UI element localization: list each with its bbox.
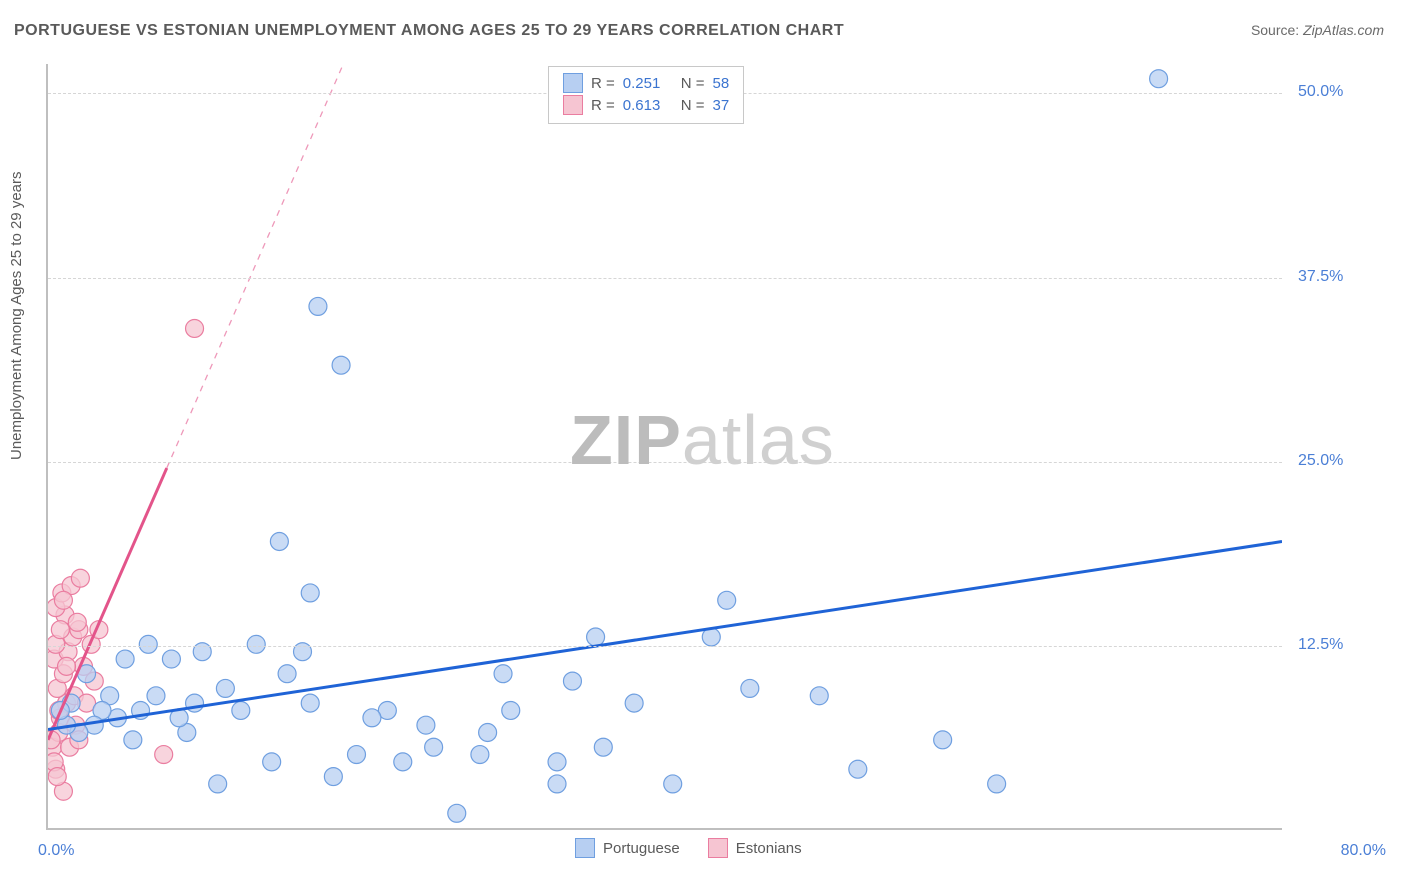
legend-label-portuguese: Portuguese — [603, 840, 680, 857]
x-axis-min: 0.0% — [38, 842, 74, 860]
source-attribution: Source: ZipAtlas.com — [1251, 22, 1384, 38]
n-label: N = — [681, 97, 705, 114]
legend-label-estonians: Estonians — [736, 840, 802, 857]
x-axis-max: 80.0% — [1341, 842, 1386, 860]
series-legend: Portuguese Estonians — [575, 838, 802, 858]
y-axis-label: Unemployment Among Ages 25 to 29 years — [8, 171, 25, 460]
y-tick-label: 50.0% — [1298, 83, 1343, 101]
swatch-portuguese-icon — [575, 838, 595, 858]
watermark-bold: ZIP — [570, 401, 682, 479]
r-value-estonians: 0.613 — [623, 97, 673, 114]
source-label: Source: — [1251, 22, 1299, 38]
n-label: N = — [681, 75, 705, 92]
legend-item-estonians: Estonians — [708, 838, 802, 858]
gridline — [48, 646, 1282, 647]
swatch-estonians-icon — [708, 838, 728, 858]
y-tick-label: 37.5% — [1298, 268, 1343, 286]
swatch-portuguese — [563, 73, 583, 93]
y-tick-label: 12.5% — [1298, 636, 1343, 654]
n-value-portuguese: 58 — [713, 75, 730, 92]
source-value: ZipAtlas.com — [1303, 22, 1384, 38]
n-value-estonians: 37 — [713, 97, 730, 114]
gridline — [48, 278, 1282, 279]
correlation-legend: R = 0.251 N = 58 R = 0.613 N = 37 — [548, 66, 744, 124]
legend-row-estonians: R = 0.613 N = 37 — [563, 95, 729, 115]
watermark-light: atlas — [682, 401, 835, 479]
chart-title: PORTUGUESE VS ESTONIAN UNEMPLOYMENT AMON… — [14, 22, 844, 40]
r-label: R = — [591, 75, 615, 92]
watermark: ZIPatlas — [570, 400, 835, 480]
legend-item-portuguese: Portuguese — [575, 838, 680, 858]
legend-row-portuguese: R = 0.251 N = 58 — [563, 73, 729, 93]
y-tick-label: 25.0% — [1298, 452, 1343, 470]
r-value-portuguese: 0.251 — [623, 75, 673, 92]
r-label: R = — [591, 97, 615, 114]
swatch-estonians — [563, 95, 583, 115]
